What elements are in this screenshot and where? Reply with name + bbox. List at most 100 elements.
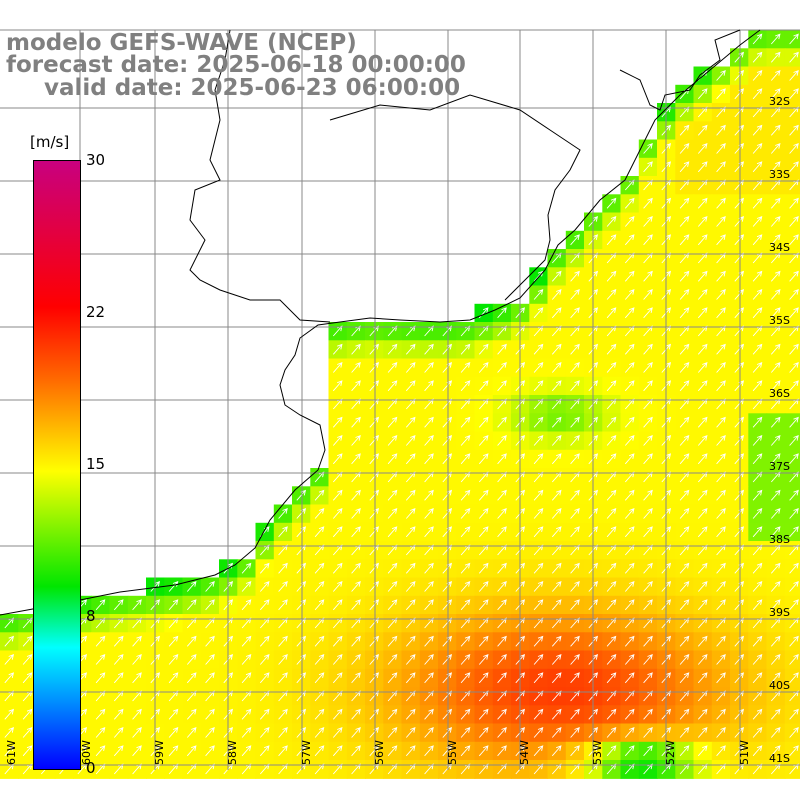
wind-arrow: [424, 343, 434, 355]
wind-arrow: [351, 380, 361, 392]
wind-speed-cell: [401, 741, 421, 761]
wind-speed-cell: [383, 468, 403, 487]
wind-speed-cell: [766, 668, 786, 688]
wind-speed-cell: [711, 723, 731, 743]
wind-arrow: [186, 726, 197, 738]
wind-speed-cell: [438, 687, 457, 706]
wind-speed-cell: [602, 541, 622, 560]
wind-speed-cell: [109, 595, 129, 615]
wind-arrow: [332, 343, 343, 355]
coastline: [0, 29, 761, 616]
wind-speed-cell: [748, 249, 768, 268]
wind-speed-cell: [675, 541, 695, 560]
wind-speed-cell: [675, 267, 695, 287]
wind-arrow: [533, 653, 544, 665]
wind-arrow: [497, 343, 507, 355]
wind-speed-cell: [438, 486, 457, 506]
wind-arrow: [22, 635, 33, 647]
wind-speed-cell: [164, 760, 184, 779]
wind-speed-cell: [346, 687, 366, 706]
wind-speed-cell: [529, 413, 549, 433]
wind-speed-cell: [18, 723, 38, 743]
wind-speed-cell: [730, 668, 749, 688]
wind-arrow: [533, 507, 544, 519]
wind-speed-cell: [255, 614, 275, 633]
wind-speed-cell: [474, 303, 494, 323]
wind-arrow: [95, 726, 106, 738]
wind-speed-cell: [748, 705, 768, 725]
wind-speed-cell: [784, 650, 800, 670]
wind-speed-cell: [255, 595, 275, 615]
wind-arrow: [332, 416, 343, 428]
wind-arrow: [716, 653, 726, 665]
wind-speed-cell: [638, 595, 658, 615]
wind-arrow: [606, 653, 617, 665]
wind-speed-cell: [565, 486, 585, 506]
wind-arrow: [716, 745, 726, 757]
wind-arrow: [643, 599, 653, 611]
wind-arrow: [533, 672, 544, 684]
wind-speed-cell: [693, 668, 713, 688]
wind-arrow: [405, 361, 416, 373]
wind-arrow: [497, 745, 507, 757]
wind-arrow: [551, 434, 562, 446]
wind-arrow: [314, 653, 325, 665]
wind-speed-cell: [273, 723, 293, 743]
wind-speed-cell: [419, 522, 439, 542]
wind-speed-cell: [602, 340, 622, 360]
wind-arrow: [497, 307, 507, 319]
wind-speed-cell: [693, 267, 713, 287]
wind-arrow: [679, 489, 690, 501]
wind-arrow: [770, 726, 781, 738]
wind-arrow: [770, 507, 781, 519]
wind-arrow: [752, 745, 763, 757]
wind-arrow: [460, 526, 471, 538]
wind-speed-cell: [638, 468, 658, 487]
wind-speed-cell: [529, 705, 549, 725]
wind-arrow: [643, 215, 653, 227]
wind-arrow: [679, 726, 690, 738]
wind-arrow: [643, 745, 653, 757]
latitude-label: 32S: [769, 95, 790, 108]
wind-speed-cell: [784, 139, 800, 159]
wind-arrow: [351, 489, 361, 501]
wind-speed-cell: [784, 358, 800, 378]
wind-arrow: [606, 197, 617, 209]
wind-arrow: [606, 307, 617, 319]
wind-speed-cell: [383, 650, 403, 670]
wind-arrow: [332, 380, 343, 392]
wind-speed-cell: [401, 504, 421, 524]
wind-speed-cell: [456, 468, 476, 487]
wind-arrow: [570, 380, 580, 392]
wind-speed-cell: [620, 468, 640, 487]
wind-speed-cell: [273, 650, 293, 670]
colorbar-tick-0: 0: [86, 759, 96, 777]
wind-speed-cell: [730, 358, 749, 378]
wind-arrow: [186, 708, 197, 720]
wind-speed-cell: [766, 413, 786, 433]
wind-speed-cell: [675, 668, 695, 688]
wind-speed-cell: [547, 486, 567, 506]
wind-speed-cell: [711, 486, 731, 506]
wind-arrow: [789, 361, 799, 373]
wind-speed-cell: [492, 504, 512, 524]
wind-speed-cell: [638, 267, 658, 287]
wind-speed-cell: [711, 176, 731, 195]
wind-speed-cell: [492, 559, 512, 579]
wind-arrow: [405, 745, 416, 757]
wind-speed-cell: [474, 504, 494, 524]
wind-arrow: [497, 580, 507, 592]
wind-arrow: [789, 124, 799, 136]
wind-arrow: [332, 453, 343, 465]
wind-arrow: [278, 599, 288, 611]
wind-speed-cell: [547, 522, 567, 542]
wind-arrow: [570, 361, 580, 373]
wind-speed-cell: [383, 431, 403, 451]
wind-arrow: [278, 672, 288, 684]
wind-speed-cell: [419, 559, 439, 579]
wind-speed-cell: [784, 267, 800, 287]
wind-arrow: [113, 653, 124, 665]
wind-speed-cell: [638, 376, 658, 396]
wind-speed-cell: [766, 449, 786, 469]
wind-speed-cell: [401, 468, 421, 487]
